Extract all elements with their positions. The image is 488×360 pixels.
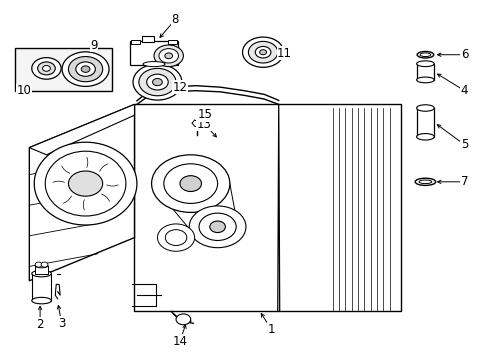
Circle shape (159, 49, 178, 63)
Bar (35, 266, 48, 274)
Circle shape (199, 213, 236, 240)
Bar (416, 108, 433, 137)
Bar (168, 40, 177, 44)
Circle shape (38, 62, 55, 75)
Text: 11: 11 (277, 47, 291, 60)
Circle shape (152, 78, 162, 86)
Circle shape (76, 62, 95, 76)
Circle shape (133, 64, 182, 100)
Bar (131, 40, 140, 44)
Polygon shape (29, 104, 134, 281)
Text: 14: 14 (172, 335, 187, 348)
Ellipse shape (35, 264, 48, 268)
Circle shape (154, 45, 183, 67)
Circle shape (41, 262, 48, 267)
Circle shape (32, 58, 61, 79)
Ellipse shape (416, 51, 433, 58)
Circle shape (180, 176, 201, 192)
Circle shape (157, 224, 194, 251)
Ellipse shape (419, 53, 430, 57)
Ellipse shape (418, 180, 431, 184)
Bar (15, 48, 112, 91)
Text: 7: 7 (460, 175, 468, 188)
Circle shape (62, 52, 109, 86)
Circle shape (68, 171, 102, 196)
Text: 10: 10 (17, 84, 32, 97)
Polygon shape (29, 104, 134, 155)
Text: 4: 4 (460, 84, 468, 97)
Circle shape (139, 68, 176, 96)
Ellipse shape (416, 134, 433, 140)
Circle shape (165, 230, 186, 246)
Bar (32, 274, 51, 301)
Ellipse shape (34, 142, 137, 225)
Text: 5: 5 (460, 138, 468, 151)
Text: 13: 13 (197, 118, 211, 131)
Text: 3: 3 (58, 317, 65, 330)
Bar (416, 64, 433, 80)
Ellipse shape (32, 270, 51, 277)
Ellipse shape (143, 62, 165, 67)
Circle shape (242, 37, 283, 67)
Ellipse shape (32, 297, 51, 304)
Text: 9: 9 (90, 39, 98, 51)
Circle shape (68, 57, 102, 82)
Circle shape (248, 41, 277, 63)
Circle shape (164, 53, 172, 59)
Text: 1: 1 (267, 323, 275, 336)
Ellipse shape (45, 151, 126, 216)
Circle shape (151, 155, 229, 212)
Circle shape (163, 164, 217, 203)
Text: 2: 2 (36, 318, 44, 330)
Circle shape (146, 74, 168, 90)
Circle shape (259, 50, 266, 55)
Text: 15: 15 (198, 108, 212, 121)
Polygon shape (134, 104, 400, 311)
Text: 8: 8 (171, 13, 179, 26)
Circle shape (176, 314, 190, 325)
Ellipse shape (416, 61, 433, 67)
Circle shape (189, 206, 245, 248)
Circle shape (35, 262, 42, 267)
Ellipse shape (416, 77, 433, 83)
Text: 12: 12 (172, 81, 187, 94)
Text: 6: 6 (460, 48, 468, 61)
Circle shape (209, 221, 225, 233)
Circle shape (81, 66, 90, 72)
Ellipse shape (414, 178, 435, 185)
Circle shape (255, 46, 270, 58)
Ellipse shape (416, 105, 433, 111)
Bar (129, 41, 178, 65)
Bar (142, 36, 154, 42)
Circle shape (42, 66, 50, 71)
